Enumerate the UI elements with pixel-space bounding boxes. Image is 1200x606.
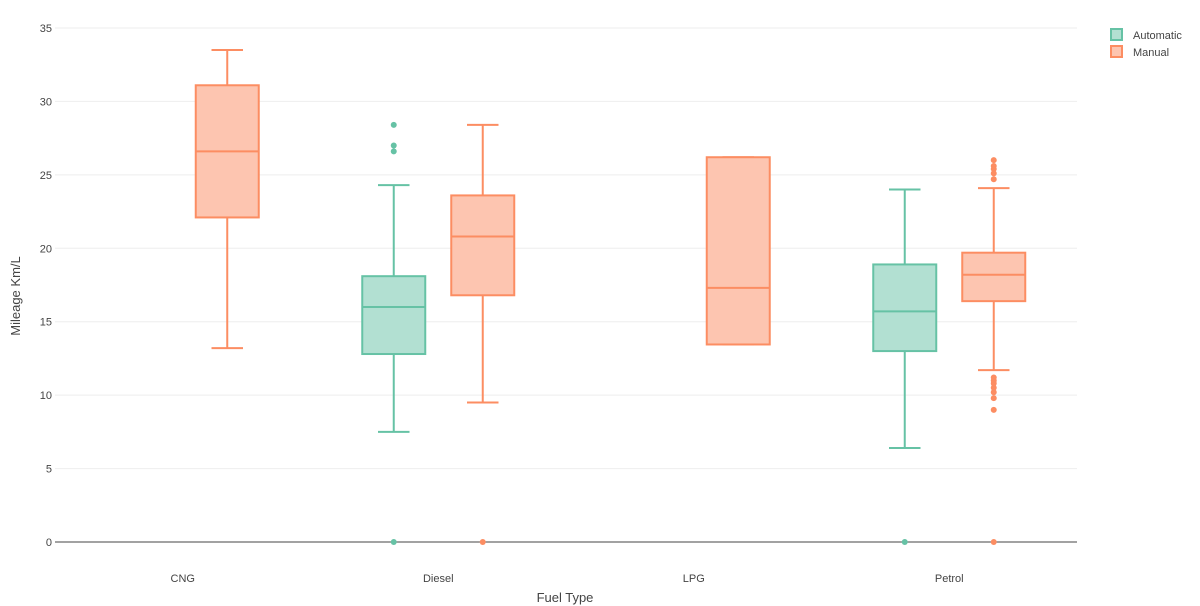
- outlier-point: [990, 406, 997, 413]
- outlier-point: [390, 148, 397, 155]
- x-tick-label: Diesel: [423, 573, 454, 585]
- legend-label: Manual: [1133, 47, 1169, 59]
- iqr-box: [705, 156, 771, 346]
- box-automatic-diesel: [361, 121, 427, 545]
- outlier-point: [390, 121, 397, 128]
- outlier-point: [990, 176, 997, 183]
- y-tick-label: 15: [40, 317, 52, 329]
- y-tick-label: 20: [40, 243, 52, 255]
- y-tick-label: 5: [46, 464, 52, 476]
- legend-label: Automatic: [1133, 30, 1182, 42]
- box-manual-cng: [194, 49, 260, 350]
- y-tick-label: 0: [46, 537, 52, 549]
- box-manual-lpg: [705, 156, 771, 346]
- x-tick-labels: CNG Diesel LPG Petrol: [171, 573, 964, 585]
- iqr-box: [450, 194, 516, 297]
- box-manual-diesel: [450, 123, 516, 545]
- iqr-box: [872, 263, 938, 353]
- outlier-point: [990, 163, 997, 170]
- y-tick-labels: 0 5 10 15 20 25 30 35: [40, 23, 52, 549]
- y-tick-label: 30: [40, 96, 52, 108]
- y-axis-title: Mileage Km/L: [8, 256, 23, 335]
- outlier-point: [390, 539, 397, 545]
- outlier-point: [990, 384, 997, 391]
- y-tick-label: 10: [40, 390, 52, 402]
- outlier-point: [990, 170, 997, 177]
- x-tick-label: LPG: [683, 573, 705, 585]
- box-traces: [194, 49, 1027, 545]
- legend-item-manual[interactable]: Manual: [1110, 45, 1169, 59]
- legend-swatch: [1110, 45, 1123, 58]
- y-tick-label: 35: [40, 23, 52, 35]
- x-tick-label: CNG: [171, 573, 195, 585]
- box-manual-petrol: [961, 157, 1027, 545]
- outlier-point: [901, 539, 908, 545]
- y-tick-label: 25: [40, 170, 52, 182]
- outlier-point: [390, 142, 397, 149]
- outlier-point: [990, 157, 997, 164]
- legend-swatch: [1110, 28, 1123, 41]
- x-axis-title: Fuel Type: [537, 590, 594, 605]
- outlier-point: [990, 395, 997, 402]
- legend-item-automatic[interactable]: Automatic: [1110, 28, 1182, 42]
- box-automatic-petrol: [872, 188, 938, 545]
- legend[interactable]: Automatic Manual: [1110, 28, 1182, 59]
- iqr-box: [961, 251, 1027, 303]
- outlier-point: [990, 389, 997, 396]
- outlier-point: [990, 374, 997, 381]
- outlier-point: [479, 539, 486, 545]
- x-tick-label: Petrol: [935, 573, 964, 585]
- iqr-box: [361, 275, 427, 356]
- outlier-point: [990, 539, 997, 545]
